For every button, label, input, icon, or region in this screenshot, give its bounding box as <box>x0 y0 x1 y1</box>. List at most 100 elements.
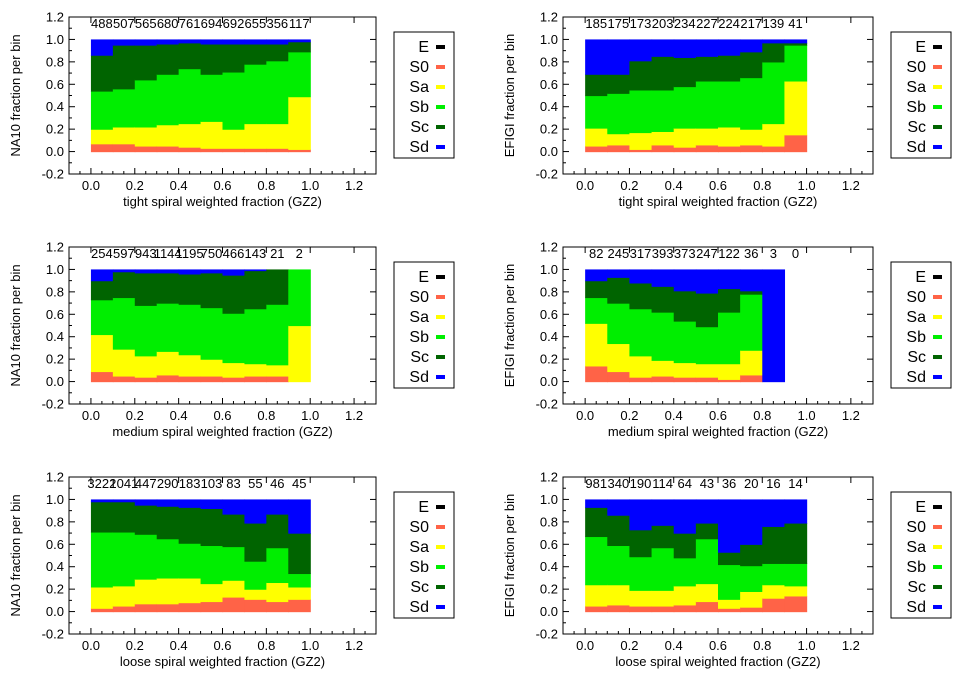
bar-S0-bin-2 <box>629 377 653 383</box>
bar-S0-bin-6 <box>222 377 246 383</box>
bar-S0-bin-1 <box>607 371 631 383</box>
bin-count-label: 2 <box>296 246 303 261</box>
bar-Sd-bin-5 <box>695 269 719 294</box>
bar-Sb-bin-5 <box>695 326 719 365</box>
bars <box>90 499 311 613</box>
bar-Sb-bin-8 <box>762 563 786 586</box>
bar-Sb-bin-6 <box>222 71 246 130</box>
y-tick-label: 0.0 <box>46 374 64 389</box>
bar-Sc-bin-7 <box>740 290 763 295</box>
bar-Sc-bin-9 <box>288 41 311 53</box>
bar-Sc-bin-1 <box>607 74 631 94</box>
bar-S0-bin-2 <box>134 603 158 613</box>
bar-Sa-bin-5 <box>200 359 224 377</box>
panel-1: 0.0 0.2 0.4 0.6 0.8 1.0 1.2 -0.2 0.0 0.2 0.4 0.6 0.8… <box>8 10 455 209</box>
panel-2: 0.0 0.2 0.4 0.6 0.8 1.0 1.2 -0.2 0.0 0.2 0.4 0.6 0.8… <box>502 10 952 209</box>
y-tick-label: 0.8 <box>540 284 558 299</box>
bar-Sd-bin-4 <box>178 269 202 275</box>
bar-Sc-bin-6 <box>222 514 246 548</box>
bin-count-label: 245 <box>608 246 630 261</box>
bar-Sa-bin-3 <box>651 131 675 146</box>
y-axis-label: EFIGI fraction per bin <box>502 494 517 618</box>
bar-S0-bin-6 <box>718 379 741 383</box>
bin-count-label: 290 <box>157 476 179 491</box>
bin-count-label: 373 <box>674 246 696 261</box>
bar-Sd-bin-6 <box>222 39 246 45</box>
legend-label-S0: S0 <box>409 59 429 76</box>
bin-count-label: 761 <box>179 16 201 31</box>
bar-S0-bin-5 <box>695 601 719 613</box>
y-tick-label: 0.2 <box>46 352 64 367</box>
bar-Sa-bin-1 <box>112 126 136 145</box>
bar-Sb-bin-5 <box>200 74 224 122</box>
bar-Sc-bin-3 <box>156 43 180 75</box>
legend-label-E: E <box>915 269 926 286</box>
bin-count-label: 122 <box>718 246 740 261</box>
bin-count-label: 82 <box>589 246 603 261</box>
bin-count-label: 185 <box>585 16 607 31</box>
bin-count-label: 680 <box>157 16 179 31</box>
bar-Sb-bin-5 <box>200 307 224 360</box>
y-tick-label: 0.4 <box>46 329 64 344</box>
bar-Sb-bin-1 <box>607 545 631 586</box>
legend-label-Sd: Sd <box>906 599 926 616</box>
bar-Sc-bin-4 <box>178 507 202 544</box>
legend-label-Sb: Sb <box>906 329 926 346</box>
legend-swatch-Sd <box>933 145 942 149</box>
bar-Sd-bin-0 <box>90 39 114 56</box>
bin-count-label: 597 <box>113 246 135 261</box>
bar-Sb-bin-5 <box>695 538 719 585</box>
y-axis-label: EFIGI fraction per bin <box>502 34 517 158</box>
bar-Sb-bin-3 <box>651 547 675 591</box>
x-tick-label: 0.0 <box>82 408 100 423</box>
bar-Sd-bin-6 <box>222 269 246 276</box>
bar-Sb-bin-4 <box>178 68 202 125</box>
legend-label-Sb: Sb <box>409 559 429 576</box>
x-tick-label: 0.4 <box>665 638 683 653</box>
legend-label-Sa: Sa <box>906 309 926 326</box>
bar-Sa-bin-1 <box>607 343 631 373</box>
bin-count-label: 507 <box>113 16 135 31</box>
y-tick-label: 0.2 <box>540 582 558 597</box>
legend-swatch-Sb <box>933 105 942 109</box>
legend-swatch-E <box>436 505 445 509</box>
bar-Sa-bin-4 <box>178 123 202 148</box>
bar-Sa-bin-5 <box>200 121 224 149</box>
y-tick-label: 0.6 <box>540 537 558 552</box>
bar-Sd-bin-6 <box>718 499 741 553</box>
x-tick-label: 0.4 <box>170 178 188 193</box>
legend-swatch-S0 <box>933 295 942 299</box>
bar-Sb-bin-7 <box>244 308 267 365</box>
legend-swatch-Sc <box>933 585 942 589</box>
bars <box>585 269 786 383</box>
legend-label-Sb: Sb <box>906 99 926 116</box>
bar-Sa-bin-0 <box>90 129 114 145</box>
bar-Sc-bin-1 <box>607 515 631 547</box>
bin-count-label: 173 <box>630 16 652 31</box>
bar-Sa-bin-9 <box>288 325 311 383</box>
bar-Sd-bin-5 <box>200 39 224 45</box>
x-tick-label: 0.2 <box>620 178 638 193</box>
legend-label-S0: S0 <box>906 59 926 76</box>
bar-S0-bin-3 <box>156 603 180 613</box>
y-tick-label: 0.6 <box>46 77 64 92</box>
y-tick-label: 0.2 <box>540 122 558 137</box>
bar-Sa-bin-5 <box>695 363 719 378</box>
bar-Sa-bin-1 <box>112 349 136 377</box>
bin-count-label: 0 <box>792 246 799 261</box>
bin-count-label: 227 <box>696 16 718 31</box>
y-tick-label: 1.0 <box>46 262 64 277</box>
bar-Sa-bin-0 <box>585 323 608 367</box>
bar-Sc-bin-3 <box>651 56 675 91</box>
bar-S0-bin-8 <box>266 601 289 613</box>
bar-Sc-bin-2 <box>629 529 653 558</box>
bar-Sc-bin-2 <box>629 282 653 310</box>
bar-Sd-bin-3 <box>156 39 180 45</box>
bar-Sc-bin-0 <box>90 280 114 301</box>
legend: E S0 Sa Sb Sc Sd <box>890 491 952 619</box>
bar-Sd-bin-1 <box>607 39 631 75</box>
bar-Sd-bin-7 <box>244 499 267 524</box>
bar-Sc-bin-2 <box>134 505 158 535</box>
bar-Sc-bin-3 <box>156 272 180 304</box>
legend-swatch-S0 <box>436 65 445 69</box>
